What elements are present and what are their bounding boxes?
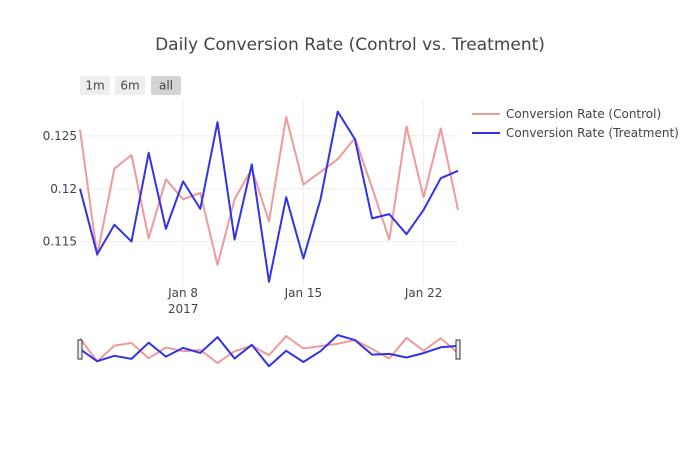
legend-item[interactable]: Conversion Rate (Treatment) xyxy=(472,126,679,140)
series-line-control xyxy=(79,115,459,266)
y-tick-label: 0.115 xyxy=(43,235,77,249)
range-slider-right-handle[interactable] xyxy=(455,339,461,360)
y-axis-ticks: 0.115 0.12 0.125 xyxy=(43,129,77,249)
range-button-label: 6m xyxy=(120,79,139,93)
range-slider[interactable] xyxy=(77,333,461,368)
range-slider-left-handle[interactable] xyxy=(77,339,83,360)
range-button-bg xyxy=(151,76,181,95)
chart-title: Daily Conversion Rate (Control vs. Treat… xyxy=(155,35,545,55)
y-tick-label: 0.12 xyxy=(50,182,77,196)
range-slider-line-control xyxy=(79,335,459,365)
range-slider-background xyxy=(80,333,458,367)
legend-label: Conversion Rate (Treatment) xyxy=(506,126,679,140)
grid xyxy=(80,100,458,286)
series-line-treatment xyxy=(79,110,459,283)
x-tick-label: Jan 15 xyxy=(284,286,323,300)
legend-item[interactable]: Conversion Rate (Control) xyxy=(472,107,661,121)
range-button-bg xyxy=(80,76,110,95)
x-tick-label: Jan 8 xyxy=(167,286,198,300)
range-slider-line-treatment xyxy=(79,334,459,368)
range-button-1m[interactable]: 1m xyxy=(80,76,110,95)
plot-area xyxy=(79,110,459,283)
x-tick-label: Jan 22 xyxy=(404,286,443,300)
range-button-all[interactable]: all xyxy=(151,76,181,95)
range-button-bg xyxy=(115,76,145,95)
y-tick-label: 0.125 xyxy=(43,129,77,143)
legend-label: Conversion Rate (Control) xyxy=(506,107,661,121)
range-selector: 1m 6m all xyxy=(80,76,181,95)
legend: Conversion Rate (Control) Conversion Rate… xyxy=(472,107,679,140)
x-tick-year-label: 2017 xyxy=(168,302,199,316)
range-button-label: all xyxy=(159,79,173,93)
range-button-label: 1m xyxy=(85,79,104,93)
range-button-6m[interactable]: 6m xyxy=(115,76,145,95)
x-axis-ticks: Jan 8 2017 Jan 15 Jan 22 xyxy=(167,286,442,316)
